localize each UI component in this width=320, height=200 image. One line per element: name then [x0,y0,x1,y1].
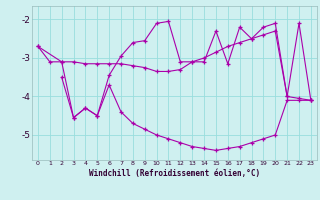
X-axis label: Windchill (Refroidissement éolien,°C): Windchill (Refroidissement éolien,°C) [89,169,260,178]
